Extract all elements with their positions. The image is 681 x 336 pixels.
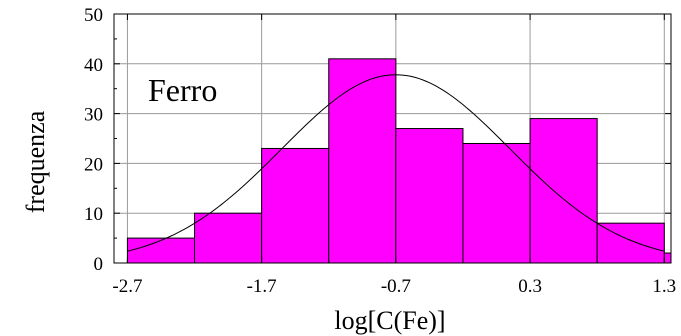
y-tick-label: 10 — [84, 204, 103, 225]
y-tick-label: 0 — [94, 254, 104, 275]
histogram-bar — [529, 118, 598, 264]
y-tick-label: 50 — [84, 5, 103, 26]
axis-ticks — [114, 13, 671, 264]
y-tick-labels: 0 10 20 30 40 50 — [84, 5, 103, 275]
histogram-bar — [663, 252, 672, 264]
histogram-bar — [462, 142, 531, 264]
x-tick-label: -2.7 — [112, 276, 142, 297]
x-tick-label: -0.7 — [381, 276, 411, 297]
histogram-bar — [596, 222, 665, 264]
y-axis-title: frequenza — [21, 110, 50, 213]
x-tick-label: 1.3 — [652, 276, 676, 297]
histogram-bar — [126, 237, 196, 264]
normal-fit-curve — [127, 74, 665, 252]
histogram-bar — [328, 58, 397, 264]
x-tick-label: 0.3 — [518, 276, 542, 297]
x-tick-label: -1.7 — [247, 276, 277, 297]
y-tick-label: 30 — [84, 105, 103, 126]
y-tick-label: 20 — [84, 154, 103, 175]
histogram-bar — [395, 128, 464, 264]
bars — [126, 58, 672, 264]
series-annotation: Ferro — [148, 72, 217, 108]
histogram-bar — [194, 212, 263, 264]
x-axis-title: log[C(Fe)] — [334, 306, 445, 335]
x-tick-labels: -2.7 -1.7 -0.7 0.3 1.3 — [112, 276, 676, 297]
y-tick-label: 40 — [84, 55, 103, 76]
histogram-bar — [261, 147, 330, 264]
